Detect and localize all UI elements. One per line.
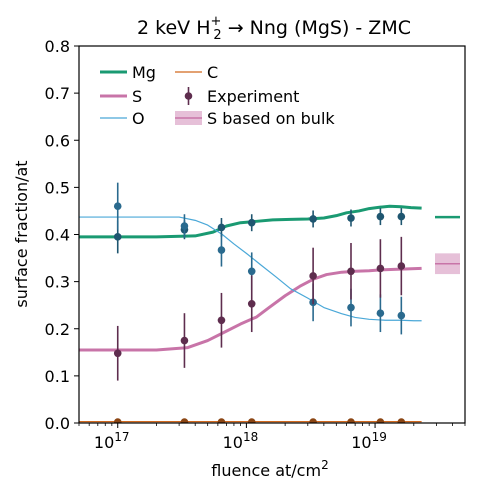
y-tick-label: 0.5 [45, 178, 70, 197]
data-point-mg [347, 214, 355, 222]
data-point-c [376, 418, 385, 423]
data-point-c [217, 418, 226, 423]
data-point-c [113, 418, 122, 423]
legend-label-s: S [132, 87, 142, 106]
y-axis: 0.0 0.1 0.2 0.3 0.4 0.5 0.6 0.7 0.8 [45, 37, 79, 433]
x-tick-label: 1018 [223, 430, 259, 452]
y-axis-label: surface fraction/at [12, 160, 31, 307]
data-point-mg [247, 218, 256, 227]
legend-label-mg: Mg [132, 63, 156, 82]
data-point-o [180, 222, 189, 230]
chart-title-sup: + [210, 14, 221, 29]
y-tick-label: 0.8 [45, 37, 70, 56]
data-point-s [180, 336, 189, 345]
x-axis-label-text: fluence at/cm [211, 461, 321, 480]
data-point-s [376, 264, 385, 273]
x-tick-label-exp: 17 [114, 430, 129, 444]
data-point-c [180, 418, 189, 423]
x-axis: 1017 1018 1019 [78, 423, 466, 452]
data-point-o [113, 202, 122, 211]
x-tick-label-base: 10 [94, 433, 114, 452]
data-point-s [113, 349, 122, 358]
data-point-c [247, 418, 256, 423]
x-axis-label-sup: 2 [321, 458, 329, 472]
x-tick-label: 1019 [351, 430, 387, 452]
data-point-o [347, 303, 355, 312]
x-tick-label-exp: 19 [372, 430, 387, 444]
data-point-s [217, 316, 226, 325]
data-point-o [217, 246, 226, 254]
data-point-s [347, 267, 355, 276]
data-point-o [397, 311, 406, 320]
y-tick-label: 0.7 [45, 84, 70, 103]
legend-swatch-point [184, 92, 193, 100]
data-point-s [309, 272, 317, 280]
legend-label-experiment: Experiment [207, 87, 299, 106]
data-point-c [347, 418, 355, 423]
data-point-mg [376, 212, 385, 221]
y-tick-label: 0.0 [45, 414, 70, 433]
chart-title-sub: 2 [213, 28, 221, 43]
plot-area [79, 182, 460, 423]
y-tick-label: 0.1 [45, 367, 70, 386]
y-tick-label: 0.4 [45, 226, 70, 245]
data-point-mg [397, 212, 406, 221]
data-point-mg [217, 223, 226, 232]
y-tick-label: 0.3 [45, 273, 70, 292]
legend-label-s-based-on-bulk: S based on bulk [207, 109, 335, 128]
data-point-mg [309, 215, 317, 223]
data-point-c [309, 418, 317, 423]
x-axis-label: fluence at/cm2 [211, 458, 328, 480]
data-point-s [247, 299, 256, 308]
y-tick-label: 0.2 [45, 320, 70, 339]
plot-content [79, 182, 460, 423]
chart-title-suffix: → Nng (MgS) - ZMC [222, 17, 411, 39]
series-line-o [79, 216, 422, 322]
data-point-c [397, 418, 406, 423]
data-point-mg [113, 233, 122, 241]
data-point-o [247, 267, 256, 276]
x-tick-label-base: 10 [351, 433, 371, 452]
x-tick-label-base: 10 [223, 433, 243, 452]
chart-title-prefix: 2 keV H [137, 17, 210, 39]
legend-label-o: O [132, 109, 145, 128]
data-point-s [397, 262, 406, 270]
x-tick-label: 1017 [94, 430, 130, 452]
data-point-o [376, 309, 385, 317]
legend: Mg SO C Experiment S based on bulk [100, 63, 335, 128]
y-tick-label: 0.6 [45, 131, 70, 150]
chart-title: 2 keV H+ 2 → Nng (MgS) - ZMC [137, 14, 411, 43]
x-tick-label-exp: 18 [243, 430, 258, 444]
legend-label-c: C [207, 63, 218, 82]
